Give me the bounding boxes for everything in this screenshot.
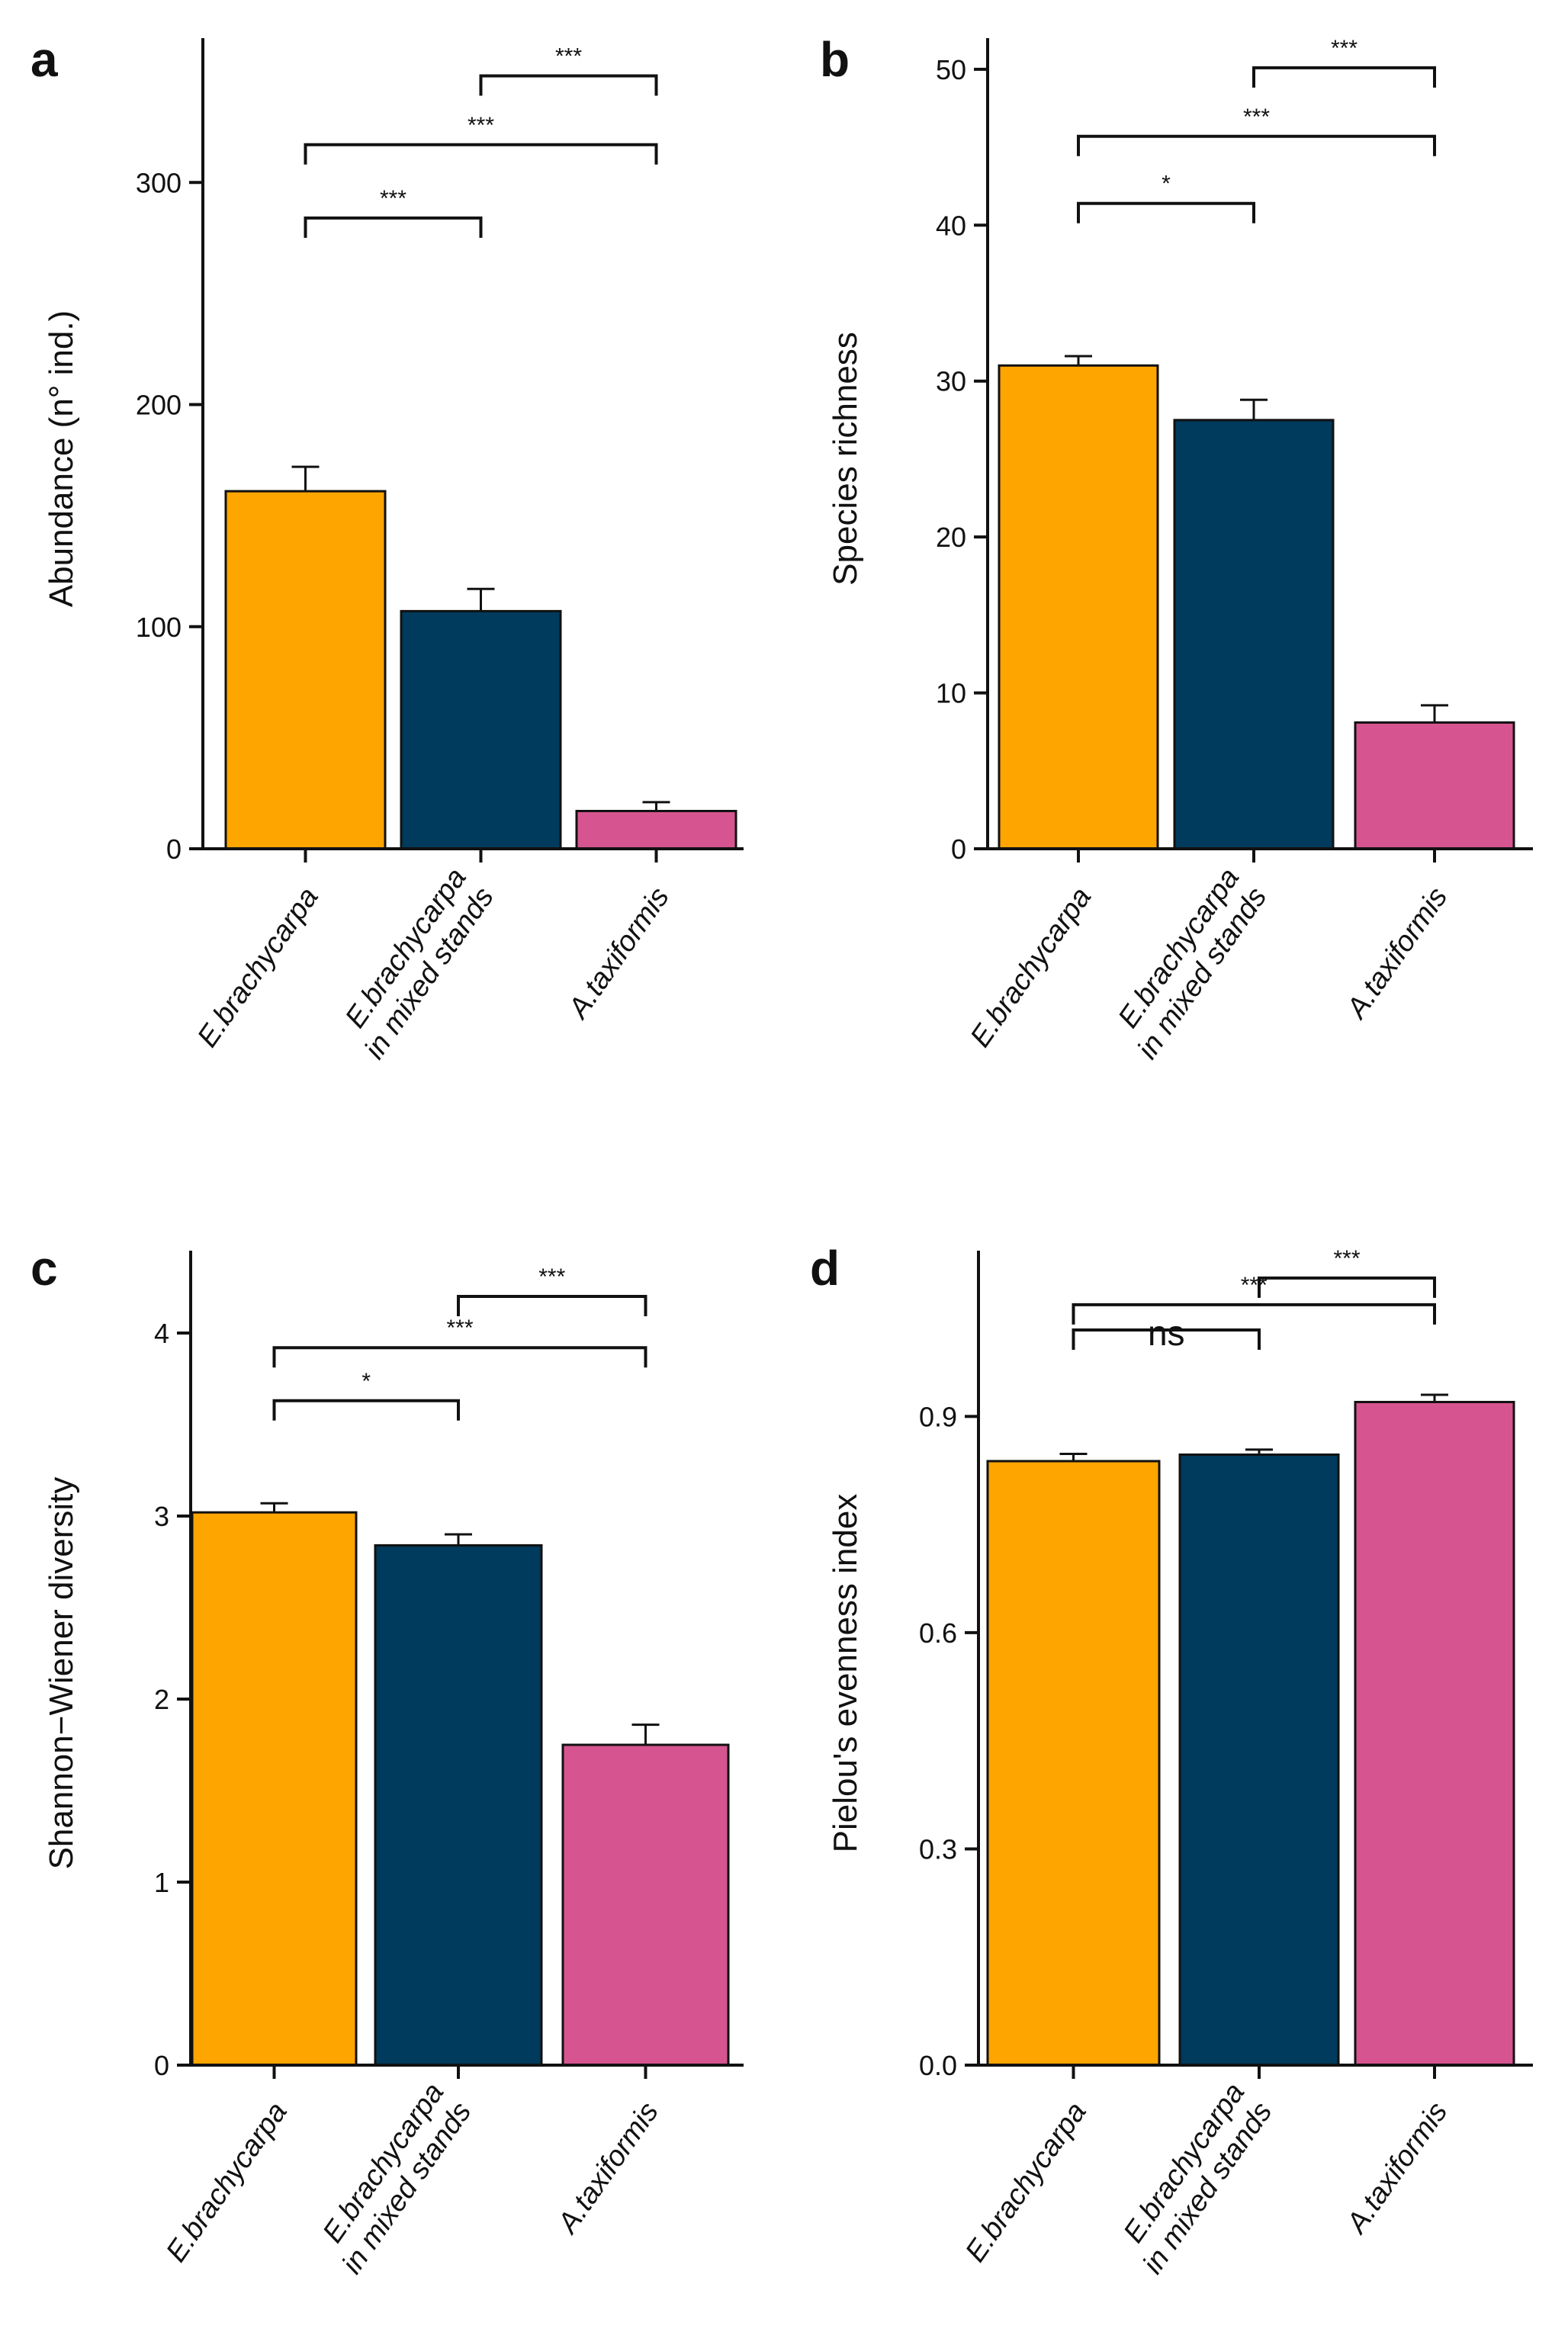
significance-label-b-2: *** xyxy=(1243,104,1270,130)
bar-a-3 xyxy=(575,809,737,850)
y-tick-label-a-3: 300 xyxy=(136,167,182,198)
significance-bracket-a-1 xyxy=(304,216,483,238)
y-tick-label-d-1: 0.3 xyxy=(919,1833,957,1865)
significance-bracket-d-1 xyxy=(1072,1328,1261,1350)
significance-bracket-a-3 xyxy=(479,74,658,96)
error-bar-c-3 xyxy=(631,1723,660,1745)
significance-label-b-3: *** xyxy=(1331,36,1358,61)
y-tick-label-c-3: 3 xyxy=(154,1501,169,1532)
y-tick-label-c-0: 0 xyxy=(154,2050,169,2081)
bar-b-2 xyxy=(1173,419,1335,850)
significance-bracket-b-3 xyxy=(1252,66,1436,88)
error-bar-b-1 xyxy=(1065,355,1092,366)
y-tick-label-c-2: 2 xyxy=(154,1684,169,1715)
error-bar-a-3 xyxy=(642,801,670,811)
significance-bracket-d-3 xyxy=(1258,1276,1436,1298)
significance-label-d-3: *** xyxy=(1333,1246,1360,1271)
error-bar-c-1 xyxy=(260,1502,288,1513)
y-tick-label-a-1: 100 xyxy=(136,612,182,643)
y-tick-label-d-0: 0.0 xyxy=(919,2050,957,2081)
panel-letter-a: a xyxy=(31,32,58,87)
y-tick-label-b-4: 40 xyxy=(936,210,966,241)
y-tick-label-b-3: 30 xyxy=(936,366,966,397)
y-tick-label-b-5: 50 xyxy=(936,54,966,85)
bar-d-1 xyxy=(986,1460,1161,2067)
y-axis-title-d: Pielou's evenness index xyxy=(827,1494,864,1853)
bar-a-1 xyxy=(224,490,387,850)
significance-bracket-b-2 xyxy=(1077,134,1436,156)
y-axis-title-a: Abundance (n° ind.) xyxy=(43,310,80,607)
bar-d-3 xyxy=(1354,1400,1515,2067)
y-tick-label-c-1: 1 xyxy=(154,1867,169,1898)
y-axis-title-c: Shannon−Wiener diversity xyxy=(43,1477,80,1870)
significance-label-a-1: *** xyxy=(380,186,406,211)
y-tick-label-d-2: 0.6 xyxy=(919,1617,957,1649)
bar-c-2 xyxy=(374,1544,543,2067)
error-bar-a-1 xyxy=(291,465,320,492)
significance-label-a-3: *** xyxy=(555,44,582,69)
significance-bracket-c-1 xyxy=(272,1399,460,1421)
error-bar-b-2 xyxy=(1240,398,1268,420)
bar-c-1 xyxy=(191,1511,358,2067)
y-tick-label-d-3: 0.9 xyxy=(919,1401,957,1432)
y-tick-label-b-2: 20 xyxy=(936,522,966,553)
significance-bracket-c-2 xyxy=(272,1346,647,1368)
panel-letter-d: d xyxy=(810,1241,840,1296)
y-tick-label-a-2: 200 xyxy=(136,390,182,421)
significance-label-d-2: *** xyxy=(1241,1273,1268,1298)
y-tick-label-b-0: 0 xyxy=(951,834,966,865)
y-tick-label-c-4: 4 xyxy=(154,1318,169,1349)
significance-bracket-c-3 xyxy=(457,1295,647,1316)
significance-label-c-2: *** xyxy=(446,1315,473,1341)
significance-label-c-1: * xyxy=(361,1369,371,1394)
significance-label-a-2: *** xyxy=(468,113,494,138)
error-bar-d-2 xyxy=(1245,1448,1273,1455)
error-bar-a-2 xyxy=(467,587,495,612)
error-bar-d-3 xyxy=(1421,1393,1448,1402)
y-tick-label-b-1: 10 xyxy=(936,678,966,709)
panel-letter-b: b xyxy=(820,32,850,87)
error-bar-b-3 xyxy=(1421,704,1448,723)
significance-label-d-1: ns xyxy=(1148,1313,1185,1353)
panel-letter-c: c xyxy=(31,1241,58,1296)
y-tick-label-a-0: 0 xyxy=(166,834,182,865)
significance-label-c-3: *** xyxy=(538,1264,565,1290)
error-bar-d-1 xyxy=(1059,1453,1088,1461)
y-axis-title-b: Species richness xyxy=(827,332,864,586)
significance-bracket-d-2 xyxy=(1072,1303,1436,1325)
bar-d-2 xyxy=(1178,1453,1340,2067)
significance-bracket-b-1 xyxy=(1077,201,1255,223)
error-bar-c-2 xyxy=(445,1533,472,1546)
significance-label-b-1: * xyxy=(1162,172,1171,197)
significance-bracket-a-2 xyxy=(304,143,658,165)
bar-c-3 xyxy=(561,1743,730,2067)
bar-b-1 xyxy=(998,364,1159,850)
bar-b-3 xyxy=(1354,721,1515,850)
bar-a-2 xyxy=(400,609,562,850)
